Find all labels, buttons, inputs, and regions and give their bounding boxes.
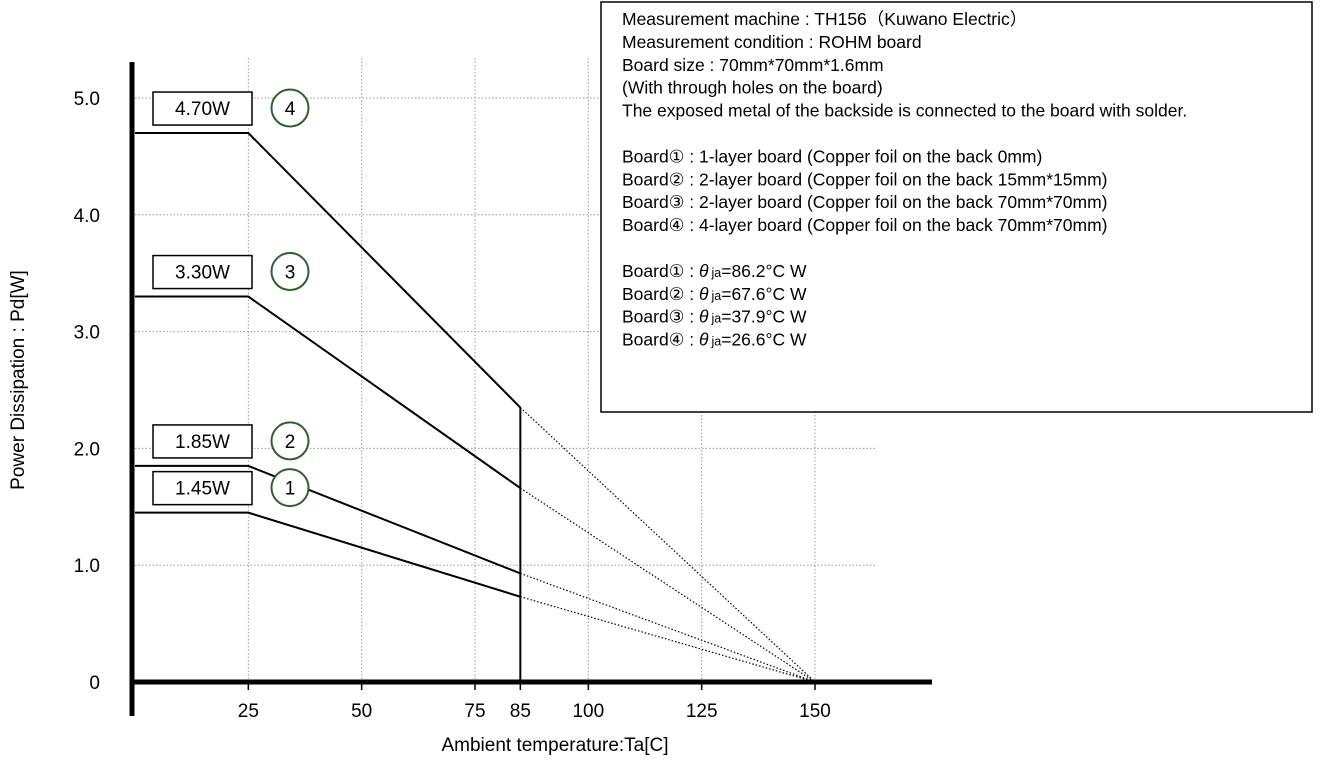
board-badge-circle-3 [270, 252, 310, 292]
x-tick-label-125: 125 [686, 701, 718, 722]
series-line-4 [135, 132, 522, 409]
series-labels: 1.45W 1 1.85W 2 3.30W 3 4.70W 4 [152, 88, 310, 508]
theta-prefix: Board④ : [622, 330, 699, 350]
measurement-info-box: Measurement machine : TH156（Kuwano Elect… [600, 1, 1313, 413]
theta-subscript: ja [710, 312, 721, 326]
tick-labels: 25 50 75 85 100 125 150 0 1.0 2.0 3.0 4.0 5.0 [74, 89, 831, 722]
theta-subscript: ja [710, 266, 721, 280]
y-tick-label-1.0: 1.0 [74, 556, 100, 577]
y-tick-label-2.0: 2.0 [74, 439, 100, 460]
theta-symbol: θ [699, 261, 709, 281]
value-label-2: 1.85W [175, 432, 230, 453]
value-label-3: 3.30W [175, 263, 230, 284]
value-label-box-1 [152, 470, 253, 506]
value-label-box-4 [152, 91, 253, 126]
series-extrapolation-3 [520, 487, 816, 683]
series-extrapolation-1 [520, 596, 816, 683]
axes [129, 62, 932, 716]
theta-line-1: Board① : θ ja=86.2°C W [622, 261, 807, 281]
theta-prefix: Board② : [622, 284, 699, 304]
value-label-4: 4.70W [175, 99, 230, 120]
x-tick-label-85: 85 [510, 701, 531, 722]
info-line-9: Board④ : 4-layer board (Copper foil on t… [622, 215, 1108, 235]
x-tick-label-50: 50 [351, 701, 372, 722]
series-label-2: 1.85W 2 [152, 421, 310, 461]
series-lines [135, 132, 816, 683]
series-extrapolation-4 [519, 407, 816, 683]
series-line-1 [135, 511, 521, 598]
series-line-2 [135, 464, 521, 575]
theta-prefix: Board① : [622, 261, 699, 281]
theta-symbol: θ [699, 307, 709, 327]
theta-value: =26.6°C W [721, 330, 807, 350]
theta-line-4: Board④ : θ ja=26.6°C W [622, 330, 807, 350]
y-tick-label-4.0: 4.0 [74, 206, 100, 227]
board-badge-number-4: 4 [285, 99, 296, 120]
y-tick-label-5.0: 5.0 [74, 89, 100, 110]
series-label-3: 3.30W 3 [152, 252, 310, 292]
value-label-box-2 [152, 424, 253, 459]
x-tick-label-150: 150 [799, 701, 831, 722]
info-line-7: Board② : 2-layer board (Copper foil on t… [622, 169, 1108, 189]
info-line-1: Measurement condition : ROHM board [622, 32, 922, 52]
info-line-6: Board① : 1-layer board (Copper foil on t… [622, 146, 1042, 166]
series-extrapolation-2 [520, 572, 816, 683]
info-line-4: The exposed metal of the backside is con… [622, 101, 1187, 121]
theta-symbol: θ [699, 330, 709, 350]
x-tick-label-100: 100 [572, 701, 604, 722]
info-line-2: Board size : 70mm*70mm*1.6mm [622, 55, 884, 75]
series-label-4: 4.70W 4 [152, 88, 310, 128]
info-line-3: (With through holes on the board) [622, 78, 883, 98]
series-label-1: 1.45W 1 [152, 468, 310, 508]
theta-value: =37.9°C W [721, 307, 807, 327]
x-tick-label-75: 75 [464, 701, 485, 722]
theta-symbol: θ [699, 284, 709, 304]
board-badge-circle-1 [270, 468, 310, 508]
series-line-3 [135, 295, 521, 489]
board-badge-circle-4 [270, 88, 310, 128]
theta-line-2: Board② : θ ja=67.6°C W [622, 284, 807, 304]
value-label-1: 1.45W [175, 479, 230, 500]
theta-prefix: Board③ : [622, 307, 699, 327]
y-tick-label-3.0: 3.0 [74, 323, 100, 344]
theta-subscript: ja [710, 335, 721, 349]
info-line-8: Board③ : 2-layer board (Copper foil on t… [622, 192, 1108, 212]
info-box-frame [600, 1, 1313, 413]
board-badge-number-1: 1 [285, 479, 296, 500]
board-badge-number-2: 2 [285, 432, 296, 453]
value-label-box-3 [152, 254, 253, 290]
board-badge-circle-2 [270, 421, 310, 461]
x-axis-label: Ambient temperature:Ta[C] [441, 735, 668, 756]
theta-value: =86.2°C W [721, 261, 807, 281]
theta-subscript: ja [710, 289, 721, 303]
x-tick-label-25: 25 [238, 701, 259, 722]
board-badge-number-3: 3 [285, 263, 296, 284]
y-tick-label-0: 0 [89, 673, 100, 694]
y-axis-label: Power Dissipation : Pd[W] [8, 270, 29, 490]
theta-value: =67.6°C W [721, 284, 807, 304]
theta-line-3: Board③ : θ ja=37.9°C W [622, 307, 807, 327]
info-line-0: Measurement machine : TH156（Kuwano Elect… [622, 9, 1027, 29]
